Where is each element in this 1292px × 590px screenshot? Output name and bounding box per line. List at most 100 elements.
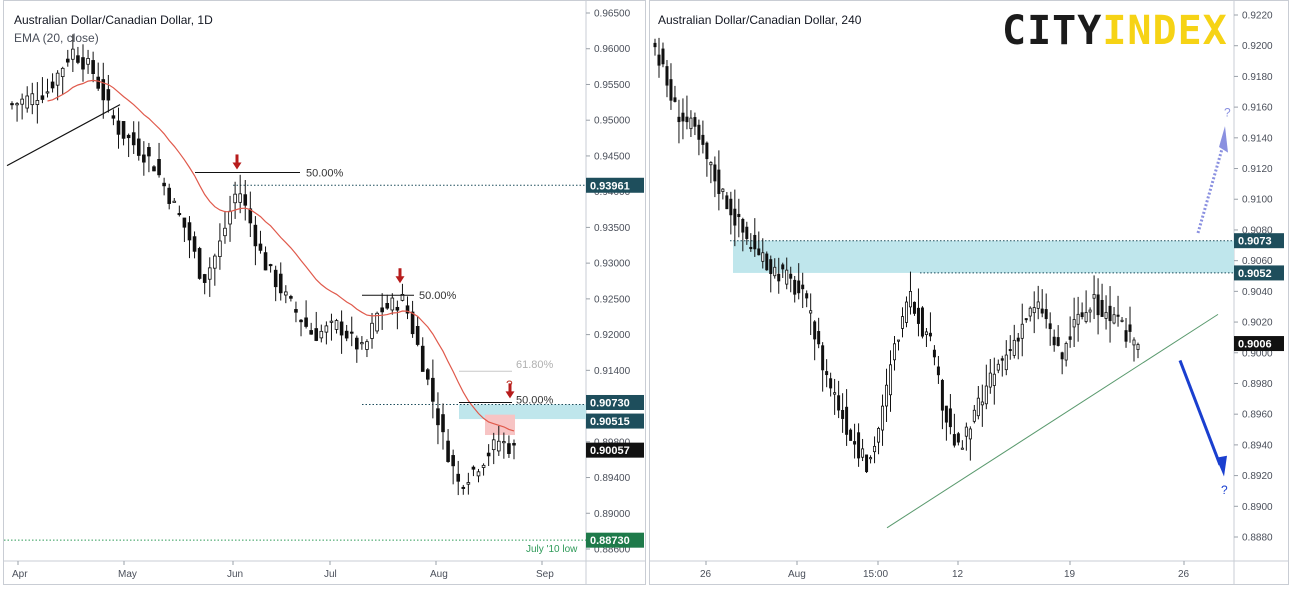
- 4h-candle-body: [729, 198, 733, 216]
- 4h-chart-svg: 0.9220 0.9200 0.9180 0.9160 0.9140 0.9120 0.91…: [650, 1, 1288, 584]
- daily-candle-body: [289, 296, 293, 299]
- y-tick-label: 0.9160: [1242, 103, 1273, 114]
- 4h-candle-body: [1116, 314, 1120, 317]
- 4h-candle-body: [661, 48, 665, 65]
- 4h-candle-body: [896, 339, 900, 342]
- y-tick-label: 0.8880: [1242, 533, 1273, 544]
- daily-candle-body: [446, 440, 450, 462]
- 4h-candle-body: [964, 426, 968, 437]
- brand-logo: CITYINDEX: [1002, 7, 1228, 55]
- daily-candle-body: [390, 297, 395, 311]
- 4h-candle-body: [849, 429, 853, 441]
- y-tick-label: 0.8900: [1242, 502, 1273, 513]
- 4h-candle-body: [1004, 354, 1008, 371]
- daily-candle-body: [192, 236, 197, 252]
- daily-candle-body: [228, 210, 232, 225]
- daily-candle-body: [91, 60, 95, 74]
- daily-candle-body: [116, 120, 121, 135]
- 4h-candle-body: [1108, 305, 1112, 322]
- arrow-up-shaft: [1196, 145, 1225, 234]
- 4h-candle-body: [713, 164, 717, 182]
- 4h-candle-body: [1084, 312, 1088, 322]
- arrow-down-1-head: [232, 162, 242, 170]
- 4h-candle-body: [757, 248, 761, 256]
- daily-candle-body: [111, 115, 116, 119]
- x-tick-label: 26: [700, 569, 712, 580]
- daily-candle-body: [10, 103, 14, 106]
- y-tick-label: 0.93000: [594, 259, 631, 270]
- daily-candle-body: [294, 309, 298, 313]
- 4h-candle-body: [1124, 330, 1128, 342]
- daily-candle-body: [126, 134, 131, 139]
- daily-candle-body: [329, 320, 334, 323]
- 4h-candle-body: [881, 405, 885, 431]
- y-tick-label: 0.9120: [1242, 164, 1273, 175]
- 4h-candle-body: [785, 269, 789, 285]
- 4h-candle-body: [1100, 299, 1104, 317]
- 4h-candle-body: [988, 372, 992, 388]
- daily-candle-body: [136, 138, 141, 156]
- daily-candle-body: [96, 76, 100, 89]
- 4h-candle-body: [912, 301, 916, 314]
- y-tick-label: 0.8980: [1242, 379, 1273, 390]
- 4h-candle-body: [920, 307, 924, 337]
- 4h-candle-body: [1128, 324, 1132, 332]
- 4h-candle-body: [873, 445, 877, 453]
- price-label-bg: [1234, 336, 1284, 352]
- 4h-candle-body: [960, 447, 964, 450]
- ascending-trendline: [886, 313, 1219, 529]
- 4h-candle-body: [705, 142, 709, 160]
- x-tick-label: Aug: [788, 569, 806, 580]
- 4h-candle-body: [833, 392, 837, 395]
- 4h-candle-body: [853, 441, 857, 445]
- fib-label-618: 61.80%: [516, 359, 554, 371]
- daily-candle-body: [162, 182, 166, 187]
- 4h-candle-body: [1064, 343, 1068, 361]
- daily-candle-body: [400, 293, 405, 301]
- 4h-candle-body: [737, 213, 741, 218]
- daily-candle-body: [248, 208, 253, 224]
- daily-candle-body: [415, 326, 420, 345]
- y-tick-label: 0.96500: [594, 9, 631, 20]
- 4h-candle-body: [805, 293, 809, 299]
- daily-candle-body: [233, 193, 237, 204]
- daily-candle-body: [65, 58, 70, 63]
- daily-candle-body: [55, 72, 60, 86]
- daily-candle-body: [172, 200, 177, 203]
- 4h-candle-body: [1104, 311, 1108, 319]
- 4h-candle-body: [1024, 318, 1028, 321]
- y-tick-label: 0.93500: [594, 223, 631, 234]
- daily-candle-body: [197, 248, 202, 279]
- daily-candle-body: [207, 267, 212, 280]
- daily-candle-body: [284, 291, 288, 296]
- arrow-down-3-head: [505, 391, 515, 399]
- y-tick-label: 0.9060: [1242, 256, 1273, 267]
- daily-candle-body: [60, 67, 65, 78]
- 4h-candle-body: [992, 373, 996, 386]
- 4h-candle-body: [653, 42, 657, 48]
- 4h-candle-body: [1044, 309, 1048, 320]
- 4h-candle-body: [908, 291, 912, 308]
- 4h-candle-body: [837, 395, 841, 411]
- 4h-candle-body: [769, 259, 773, 274]
- 4h-candle-body: [956, 433, 960, 443]
- arrow-down-2-head: [395, 276, 405, 284]
- 4h-candle-body: [900, 316, 904, 329]
- daily-candle-body: [268, 264, 273, 267]
- fib-label-50-1: 50.00%: [306, 167, 344, 179]
- 4h-candle-body: [1056, 337, 1060, 346]
- y-tick-label: 0.9020: [1242, 318, 1273, 329]
- y-tick-label: 0.9140: [1242, 133, 1273, 144]
- daily-candle-body: [436, 408, 440, 426]
- 4h-candle-body: [1112, 314, 1116, 324]
- 4h-candle-body: [829, 378, 833, 389]
- 4h-candle-body: [677, 116, 681, 123]
- 4h-candle-body: [857, 432, 861, 459]
- daily-candle-body: [35, 100, 40, 105]
- price-label-bg: [1234, 233, 1284, 249]
- daily-candle-body: [238, 193, 242, 203]
- daily-candle-body: [319, 330, 324, 339]
- 4h-candle-body: [709, 162, 713, 166]
- 4h-candle-body: [673, 97, 677, 102]
- 4h-candle-body: [701, 134, 705, 145]
